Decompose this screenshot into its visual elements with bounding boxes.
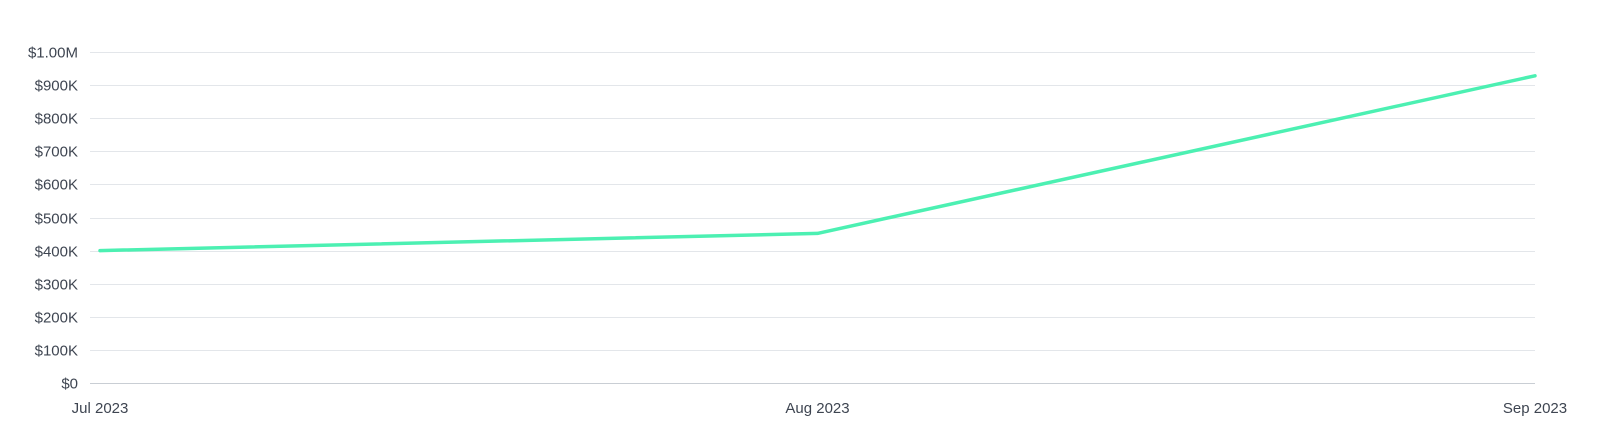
y-axis-ticks: $0 $100K $200K $300K $400K $500K $600K $700K $80… bbox=[28, 45, 78, 393]
y-tick-label: $700K bbox=[35, 144, 78, 161]
series-line bbox=[98, 74, 1537, 253]
y-tick-label: $400K bbox=[35, 244, 78, 261]
x-tick-label: Aug 2023 bbox=[785, 400, 849, 417]
data-point bbox=[1533, 74, 1537, 78]
x-tick-label: Sep 2023 bbox=[1503, 400, 1567, 417]
series-layer bbox=[98, 74, 1537, 253]
y-tick-label: $500K bbox=[35, 211, 78, 228]
x-axis-ticks: Jul 2023 Aug 2023 Sep 2023 bbox=[72, 400, 1567, 417]
y-tick-label: $100K bbox=[35, 343, 78, 360]
y-tick-label: $800K bbox=[35, 111, 78, 128]
y-tick-label: $600K bbox=[35, 177, 78, 194]
y-tick-label: $300K bbox=[35, 277, 78, 294]
y-tick-label: $200K bbox=[35, 310, 78, 327]
x-tick-label: Jul 2023 bbox=[72, 400, 129, 417]
data-point bbox=[98, 249, 102, 253]
y-tick-label: $1.00M bbox=[28, 45, 78, 62]
y-tick-label: $900K bbox=[35, 78, 78, 95]
y-tick-label: $0 bbox=[61, 376, 78, 393]
gridlines bbox=[90, 52, 1535, 384]
data-point bbox=[816, 231, 819, 235]
